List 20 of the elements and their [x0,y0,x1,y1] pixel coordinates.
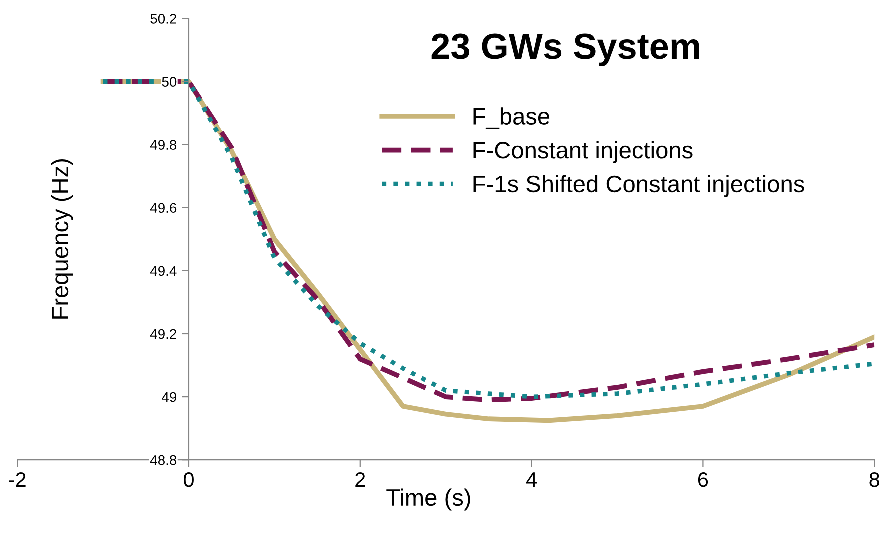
y-tick-label: 49.8 [150,140,177,150]
x-tick-label: -2 [9,472,26,488]
x-tick-label: 8 [870,472,879,488]
y-tick-label: 49.2 [150,329,176,340]
x-tick-label: 2 [356,472,366,488]
y-axis-title: Frequency (Hz) [51,160,74,319]
x-tick-label: 4 [526,472,537,488]
legend-label: F_base [474,108,550,130]
y-tick-label: 49.6 [150,203,177,214]
y-tick-label: 48.8 [150,455,177,466]
y-tick-label: 49 [162,392,177,402]
x-axis-title: Time (s) [386,488,470,511]
y-tick-label: 50.2 [150,14,176,24]
chart-title: 23 GWs System [432,34,700,66]
y-tick-label: 50 [162,77,177,87]
y-tick-label: 49.4 [150,266,177,276]
x-tick-label: 0 [184,472,194,488]
x-tick-label: 6 [698,472,708,488]
legend-label: F-Constant injections [474,141,693,164]
legend-label: F-1s Shifted Constant injections [474,175,804,198]
